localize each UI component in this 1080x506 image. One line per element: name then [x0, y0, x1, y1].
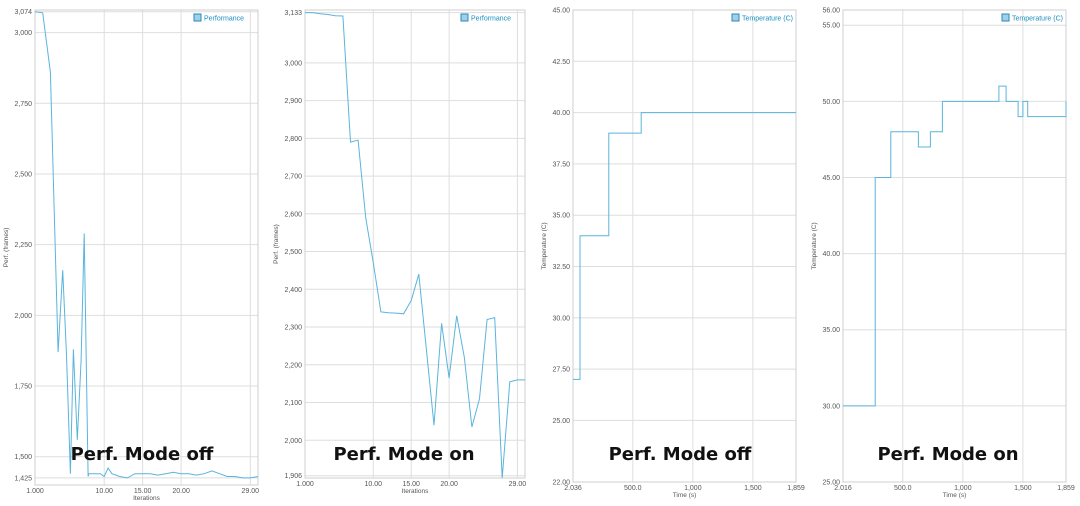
panel-1-y-tick-label: 2,000 — [14, 313, 32, 320]
panel-3-legend-swatch — [731, 13, 740, 22]
panel-2-y-tick-label: 2,700 — [284, 174, 302, 181]
panel-1-legend-swatch — [193, 13, 202, 22]
panel-2-x-tick-label: 29.00 — [509, 481, 527, 488]
panel-3-series-line — [573, 112, 796, 380]
panel-4-x-tick-label: 500.0 — [894, 485, 912, 492]
panel-3-x-tick-label: 1,000 — [684, 485, 702, 492]
panel-1-x-tick-label: 29.00 — [242, 488, 260, 495]
panel-4-y-tick-label: 30.00 — [822, 403, 840, 410]
panel-2-caption: Perf. Mode on — [333, 444, 474, 465]
panel-2-y-tick-label: 2,000 — [284, 438, 302, 445]
panel-3-y-tick-label: 30.00 — [552, 315, 570, 322]
panel-2-y-tick-label: 2,200 — [284, 362, 302, 369]
panel-2-x-axis-label: Iterations — [402, 488, 429, 495]
panel-1-x-tick-label: 10.00 — [95, 488, 113, 495]
panel-4-y-tick-label: 45.00 — [822, 175, 840, 182]
panel-4-legend-label: Temperature (C) — [1012, 16, 1063, 23]
panel-4-y-tick-label: 56.00 — [822, 8, 840, 15]
panel-1-y-tick-label: 1,425 — [14, 475, 32, 482]
panel-2-x-tick-label: 20.00 — [440, 481, 458, 488]
panel-4-x-tick-label: 1,500 — [1014, 485, 1032, 492]
panel-3-y-tick-label: 35.00 — [552, 213, 570, 220]
panel-3-x-tick-label: 500.0 — [624, 485, 642, 492]
panel-1-x-tick-label: 20.00 — [172, 488, 190, 495]
panel-4-x-tick-label: 2.016 — [834, 485, 852, 492]
panel-1-legend-label: Performance — [204, 16, 244, 23]
panel-1-series-line — [34, 11, 259, 479]
panel-3-plot-frame — [572, 9, 797, 483]
panel-4-legend-swatch — [1001, 13, 1010, 22]
panel-2-legend-swatch — [460, 13, 469, 22]
panel-4-x-tick-label: 1,859 — [1057, 485, 1075, 492]
panel-2-y-tick-label: 1,906 — [284, 473, 302, 480]
panel-3-x-tick-label: 2.036 — [564, 485, 582, 492]
panel-2-y-tick-label: 2,600 — [284, 211, 302, 218]
panel-1-y-tick-label: 3,074 — [14, 9, 32, 16]
panel-1-caption: Perf. Mode off — [71, 444, 214, 465]
panel-3-y-tick-label: 42.50 — [552, 59, 570, 66]
panel-3-x-tick-label: 1,859 — [787, 485, 805, 492]
panel-2-x-tick-label: 15.00 — [402, 481, 420, 488]
panel-4-y-tick-label: 25.00 — [822, 480, 840, 487]
panel-1-y-tick-label: 1,500 — [14, 454, 32, 461]
panel-2-y-tick-label: 3,000 — [284, 60, 302, 67]
panel-2-plot-frame — [304, 9, 526, 479]
panel-4-plot-frame — [842, 9, 1067, 483]
panel-4-y-tick-label: 40.00 — [822, 251, 840, 258]
panel-3-y-tick-label: 22.00 — [552, 480, 570, 487]
panel-2-y-tick-label: 2,300 — [284, 325, 302, 332]
panel-3-y-tick-label: 45.00 — [552, 8, 570, 15]
panel-4-x-axis-label: Time (s) — [943, 492, 967, 499]
panel-1-x-tick-label: 15.00 — [134, 488, 152, 495]
panel-1-y-tick-label: 2,750 — [14, 101, 32, 108]
panel-3-y-axis-label: Temperature (C) — [541, 222, 548, 269]
panel-3-y-tick-label: 37.50 — [552, 161, 570, 168]
panel-2-series-line — [305, 12, 525, 479]
panel-1-plot-frame — [34, 9, 259, 486]
panel-3-legend-label: Temperature (C) — [742, 16, 793, 23]
panel-1-y-tick-label: 1,750 — [14, 384, 32, 391]
panel-1-y-tick-label: 2,500 — [14, 171, 32, 178]
panel-2-y-tick-label: 2,100 — [284, 400, 302, 407]
panel-2-y-tick-label: 2,900 — [284, 98, 302, 105]
panel-3-y-tick-label: 25.00 — [552, 418, 570, 425]
panel-4-x-tick-label: 1,000 — [954, 485, 972, 492]
panel-4-caption: Perf. Mode on — [877, 444, 1018, 465]
panel-2-y-tick-label: 3,133 — [284, 10, 302, 17]
panel-1-y-tick-label: 3,000 — [14, 30, 32, 37]
panel-2-y-axis-label: Perf. (frames) — [273, 224, 280, 264]
panel-3-caption: Perf. Mode off — [609, 444, 752, 465]
panel-3-x-tick-label: 1,500 — [744, 485, 762, 492]
panel-2-x-tick-label: 10.00 — [365, 481, 383, 488]
panel-4-series-line — [843, 85, 1067, 407]
panel-1-y-axis-label: Perf. (frames) — [3, 228, 10, 268]
panel-2-y-tick-label: 2,400 — [284, 287, 302, 294]
panel-2-y-tick-label: 2,800 — [284, 136, 302, 143]
panel-1-y-tick-label: 2,250 — [14, 242, 32, 249]
panel-2-y-tick-label: 2,500 — [284, 249, 302, 256]
panel-3-x-axis-label: Time (s) — [673, 492, 697, 499]
panel-4-y-tick-label: 35.00 — [822, 327, 840, 334]
panel-4-y-tick-label: 55.00 — [822, 23, 840, 30]
panel-3-y-tick-label: 40.00 — [552, 110, 570, 117]
panel-1-x-tick-label: 1.000 — [26, 488, 44, 495]
panel-4-y-axis-label: Temperature (C) — [811, 222, 818, 269]
panel-4-y-tick-label: 50.00 — [822, 99, 840, 106]
panel-2-legend-label: Performance — [471, 16, 511, 23]
panel-1-x-axis-label: Iterations — [133, 495, 160, 502]
panel-3-y-tick-label: 32.50 — [552, 264, 570, 271]
panel-2-x-tick-label: 1.000 — [296, 481, 314, 488]
panel-3-y-tick-label: 27.50 — [552, 367, 570, 374]
